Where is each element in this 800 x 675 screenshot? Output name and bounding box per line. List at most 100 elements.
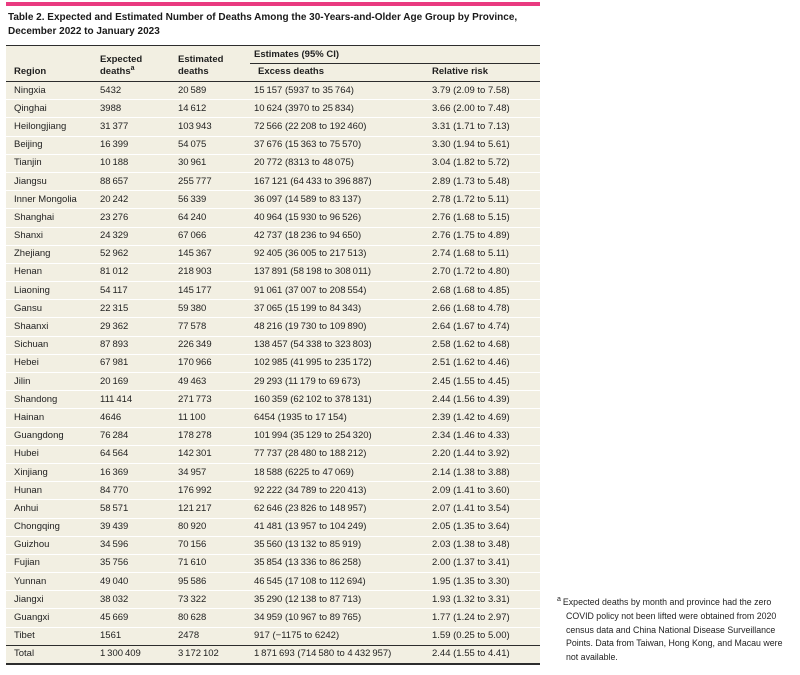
table-row: Liaoning 54 117 145 177 91 061 (37 007 to 2…: [6, 281, 541, 300]
cell-excess-deaths: 91 061 (37 007 to 208 554): [250, 281, 428, 300]
cell-relative-risk: 2.76 (1.75 to 4.89): [428, 226, 541, 246]
cell-relative-risk: 2.09 (1.41 to 3.60): [428, 481, 541, 500]
cell-relative-risk: 3.30 (1.94 to 5.61): [428, 135, 541, 155]
table-row: Jilin 20 169 49 463 29 293 (11 179 to 69 67…: [6, 371, 541, 391]
cell-relative-risk: 2.66 (1.68 to 4.78): [428, 299, 541, 318]
cell-expected-deaths: 87 893: [96, 335, 174, 355]
cell-relative-risk: 2.51 (1.62 to 4.46): [428, 353, 541, 373]
table-row: Hebei 67 981 170 966 102 985 (41 995 to 235…: [6, 353, 541, 373]
cell-expected-deaths: 4646: [96, 408, 174, 428]
table-title: Table 2. Expected and Estimated Number o…: [8, 12, 518, 37]
table-row: Hunan 84 770 176 992 92 222 (34 789 to 220 …: [6, 481, 541, 500]
cell-region: Guizhou: [6, 535, 96, 555]
cell-relative-risk: 3.04 (1.82 to 5.72): [428, 153, 541, 173]
cell-excess-deaths: 101 994 (35 129 to 254 320): [250, 426, 428, 446]
cell-expected-deaths: 23 276: [96, 208, 174, 227]
table-row: Shanxi 24 329 67 066 42 737 (18 236 to 94 6…: [6, 226, 541, 246]
table-body: Ningxia 5432 20 589 15 157 (5937 to 35 764)…: [6, 82, 541, 664]
cell-expected-deaths: 49 040: [96, 572, 174, 591]
footnote-text: Expected deaths by month and province ha…: [562, 597, 783, 663]
cell-relative-risk: 2.58 (1.62 to 4.68): [428, 335, 541, 355]
cell-estimated-deaths: 121 217: [174, 499, 250, 518]
cell-excess-deaths: 160 359 (62 102 to 378 131): [250, 390, 428, 409]
cell-estimated-deaths: 80 628: [174, 608, 250, 628]
table-header: Region Expected deathsa Estimated deaths…: [6, 45, 541, 82]
footnote-marker: a: [557, 596, 561, 604]
cell-region: Total: [6, 644, 96, 664]
cell-excess-deaths: 167 121 (64 433 to 396 887): [250, 171, 428, 191]
cell-region: Gansu: [6, 299, 96, 318]
table-row: Guizhou 34 596 70 156 35 560 (13 132 to 85 …: [6, 535, 541, 555]
table-row: Shaanxi 29 362 77 578 48 216 (19 730 to 109…: [6, 317, 541, 337]
cell-excess-deaths: 917 (−1175 to 6242): [250, 626, 428, 646]
cell-expected-deaths: 10 188: [96, 153, 174, 173]
cell-expected-deaths: 76 284: [96, 426, 174, 446]
table-row: Beijing 16 399 54 075 37 676 (15 363 to 75 …: [6, 135, 541, 155]
cell-excess-deaths: 137 891 (58 198 to 308 011): [250, 262, 428, 282]
cell-excess-deaths: 92 222 (34 789 to 220 413): [250, 481, 428, 500]
cell-excess-deaths: 48 216 (19 730 to 109 890): [250, 317, 428, 337]
cell-excess-deaths: 6454 (1935 to 17 154): [250, 408, 428, 428]
cell-excess-deaths: 35 290 (12 138 to 87 713): [250, 590, 428, 609]
cell-expected-deaths: 24 329: [96, 226, 174, 246]
cell-region: Fujian: [6, 553, 96, 573]
table-row: Qinghai 3988 14 612 10 624 (3970 to 25 834)…: [6, 99, 541, 118]
cell-estimated-deaths: 30 961: [174, 153, 250, 173]
cell-region: Shaanxi: [6, 317, 96, 337]
cell-expected-deaths: 64 564: [96, 444, 174, 464]
cell-expected-deaths: 58 571: [96, 499, 174, 518]
cell-region: Guangdong: [6, 426, 96, 446]
cell-region: Heilongjiang: [6, 117, 96, 137]
cell-expected-deaths: 22 315: [96, 299, 174, 318]
header-row-group: Region Expected deathsa Estimated deaths…: [6, 45, 541, 82]
cell-estimated-deaths: 255 777: [174, 171, 250, 191]
cell-region: Jiangxi: [6, 590, 96, 609]
cell-expected-deaths: 45 669: [96, 608, 174, 628]
cell-estimated-deaths: 3 172 102: [174, 644, 250, 664]
cell-excess-deaths: 92 405 (36 005 to 217 513): [250, 244, 428, 264]
cell-expected-deaths: 20 169: [96, 371, 174, 391]
cell-excess-deaths: 18 588 (6225 to 47 069): [250, 462, 428, 482]
table-row: Tibet 1561 2478 917 (−1175 to 6242) 1.59 (0.…: [6, 626, 541, 646]
cell-region: Henan: [6, 262, 96, 282]
cell-excess-deaths: 46 545 (17 108 to 112 694): [250, 572, 428, 591]
cell-estimated-deaths: 145 367: [174, 244, 250, 264]
cell-relative-risk: 2.76 (1.68 to 5.15): [428, 208, 541, 227]
cell-excess-deaths: 37 676 (15 363 to 75 570): [250, 135, 428, 155]
cell-excess-deaths: 35 560 (13 132 to 85 919): [250, 535, 428, 555]
col-header-excess-label: Excess deaths: [258, 65, 325, 77]
cell-excess-deaths: 102 985 (41 995 to 235 172): [250, 353, 428, 373]
table-row: Xinjiang 16 369 34 957 18 588 (6225 to 47 0…: [6, 462, 541, 482]
col-header-estimates-group: Estimates (95% CI): [250, 45, 541, 64]
table-row: Hubei 64 564 142 301 77 737 (28 480 to 188 …: [6, 444, 541, 464]
cell-relative-risk: 3.79 (2.09 to 7.58): [432, 84, 510, 96]
cell-estimated-deaths: 59 380: [174, 299, 250, 318]
table-row: Shanghai 23 276 64 240 40 964 (15 930 to 96…: [6, 208, 541, 227]
cell-expected-deaths: 16 399: [96, 135, 174, 155]
cell-expected-deaths: 52 962: [96, 244, 174, 264]
cell-estimated-deaths: 170 966: [174, 353, 250, 373]
cell-region: Qinghai: [6, 99, 96, 118]
cell-expected-deaths: 5432: [100, 84, 122, 96]
cell-region: Yunnan: [6, 572, 96, 591]
cell-region: Guangxi: [6, 608, 96, 628]
table-row: Hainan 4646 11 100 6454 (1935 to 17 154) 2.3…: [6, 408, 541, 428]
cell-relative-risk: 2.05 (1.35 to 3.64): [428, 517, 541, 537]
cell-expected-deaths: 34 596: [96, 535, 174, 555]
cell-estimated-deaths: 103 943: [174, 117, 250, 137]
col-header-excess-deaths: Excess deaths: [250, 63, 428, 82]
cell-region: Hunan: [6, 481, 96, 500]
cell-region: Hebei: [6, 353, 96, 373]
cell-expected-deaths: 111 414: [96, 390, 174, 409]
cell-expected-deaths: 31 377: [96, 117, 174, 137]
cell-excess-deaths: 15 157 (5937 to 35 764): [254, 84, 354, 96]
col-header-estimates-group-label: Estimates (95% CI): [254, 49, 340, 60]
cell-relative-risk: 2.34 (1.46 to 4.33): [428, 426, 541, 446]
table-row: Heilongjiang 31 377 103 943 72 566 (22 208 …: [6, 117, 541, 137]
cell-estimated-deaths: 67 066: [174, 226, 250, 246]
cell-expected-deaths: 67 981: [96, 353, 174, 373]
cell-expected-deaths: 35 756: [96, 553, 174, 573]
cell-relative-risk: 2.68 (1.68 to 4.85): [428, 281, 541, 300]
table-row: Yunnan 49 040 95 586 46 545 (17 108 to 112 …: [6, 572, 541, 591]
